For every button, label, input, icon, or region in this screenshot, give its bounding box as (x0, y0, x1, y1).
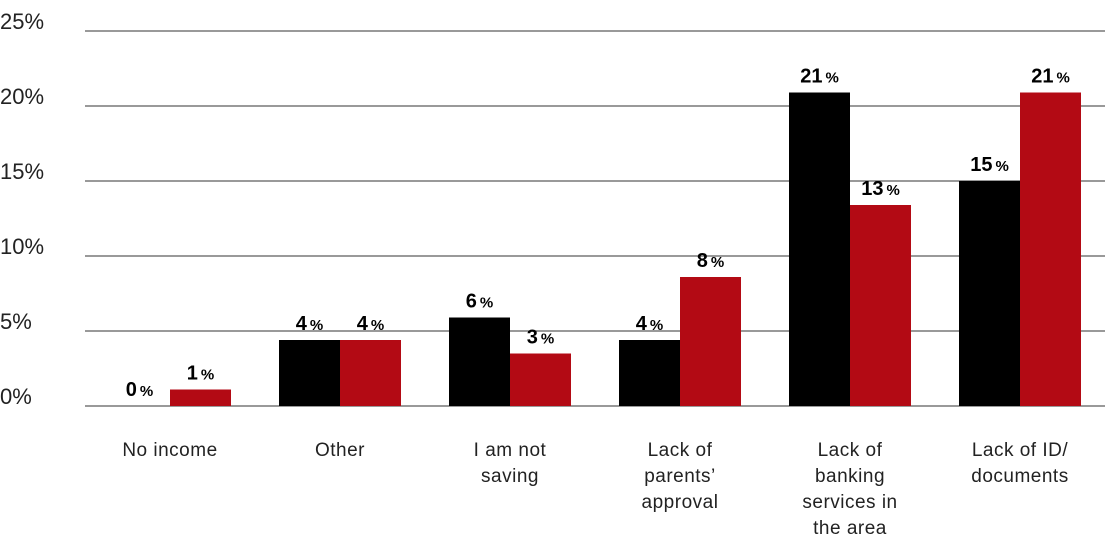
y-tick-label: 20% (0, 84, 44, 109)
data-label: 13% (861, 178, 900, 200)
y-axis-tick-labels: 0% 5% 10% 15% 20% 25% (0, 9, 44, 409)
bar (850, 205, 911, 406)
bar (1020, 92, 1081, 406)
bar (680, 277, 741, 406)
x-category-label: Lack of banking services in the area (802, 440, 897, 539)
data-label: 4% (296, 313, 323, 335)
data-label: 4% (636, 313, 663, 335)
data-label: 21% (1031, 66, 1070, 88)
data-labels: 0 % 1 % 4% 4 % 6 % 3 % 4 % 8 % 21 % 13 % 15 % 21% (126, 66, 1070, 402)
bar (279, 340, 340, 406)
x-category-label: Lack of parents’ approval (642, 440, 719, 513)
bar (449, 317, 510, 406)
data-label: 15% (970, 154, 1009, 176)
x-category-label: No income (122, 440, 217, 461)
data-label: 0% (126, 379, 153, 401)
bar (959, 181, 1020, 406)
data-label: 21% (800, 66, 839, 88)
bar (170, 389, 231, 406)
data-label: 4% (357, 313, 384, 335)
x-category-label: Lack of ID/documents (971, 440, 1068, 487)
data-label: 8% (697, 250, 724, 272)
y-tick-label: 0% (0, 384, 32, 409)
x-axis-category-labels: No income Other I am not saving Lack of paren… (122, 440, 1068, 539)
y-tick-label: 15% (0, 159, 44, 184)
bar (789, 92, 850, 406)
bars (170, 92, 1081, 406)
bar (340, 340, 401, 406)
bar (510, 353, 571, 406)
data-label: 3% (527, 327, 554, 349)
y-tick-label: 5% (0, 309, 32, 334)
gridlines (85, 30, 1105, 407)
bar (619, 340, 680, 406)
x-category-label: Other (315, 440, 365, 461)
data-label: 6% (466, 291, 493, 313)
y-tick-label: 25% (0, 9, 44, 34)
y-tick-label: 10% (0, 234, 44, 259)
data-label: 1% (187, 363, 214, 385)
x-category-label: I am not saving (474, 440, 547, 487)
